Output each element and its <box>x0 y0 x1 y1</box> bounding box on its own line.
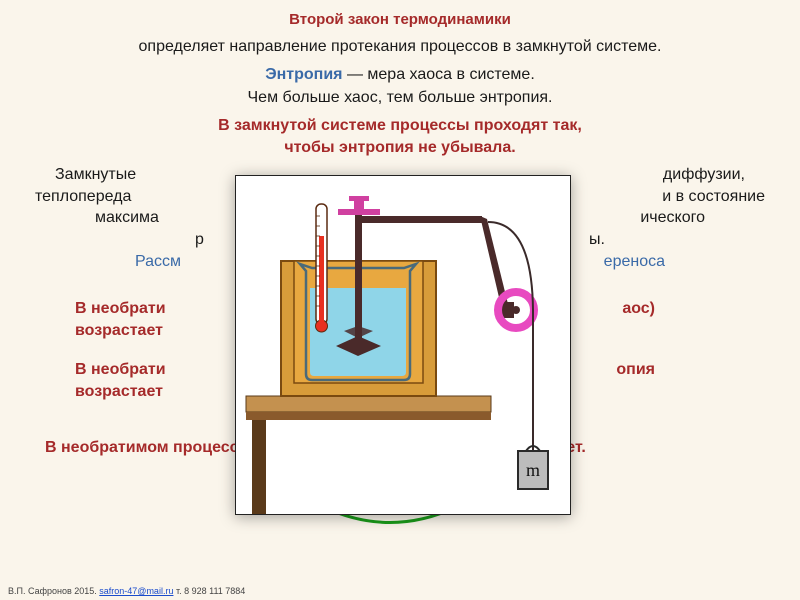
r2l1b: аос) <box>622 298 655 320</box>
subtitle: определяет направление протекания процес… <box>15 36 785 58</box>
chaos-line: Чем больше хаос, тем больше энтропия. <box>15 87 785 109</box>
p2l2b: и в состояние <box>662 186 765 208</box>
law-statement: В замкнутой системе процессы проходят та… <box>15 115 785 158</box>
footer-phone: т. 8 928 111 7884 <box>173 586 245 596</box>
joule-apparatus-diagram: m <box>236 176 570 514</box>
svg-text:m: m <box>526 460 540 480</box>
blue-a: Рассм <box>135 251 181 273</box>
blue-b: ереноса <box>604 251 665 273</box>
footer: В.П. Сафронов 2015. safron-47@mail.ru т.… <box>8 586 245 596</box>
entropy-def: — мера хаоса в системе. <box>343 66 535 83</box>
r3l1b: опия <box>616 359 655 381</box>
p2l4b: ы. <box>589 229 605 251</box>
law-l2: чтобы энтропия не убывала. <box>284 139 515 156</box>
p2l1b: диффузии, <box>663 164 745 186</box>
footer-mail: safron-47@mail.ru <box>99 586 173 596</box>
law-l1: В замкнутой системе процессы проходят та… <box>218 117 582 134</box>
p2l1a: Замкнутые <box>55 164 136 186</box>
page-title: Второй закон термодинамики <box>15 10 785 30</box>
p2l3a: максима <box>95 207 159 229</box>
entropy-term: Энтропия <box>265 66 342 83</box>
footer-author: В.П. Сафронов 2015. <box>8 586 99 596</box>
p2l4a: р <box>195 229 204 251</box>
entropy-line: Энтропия — мера хаоса в системе. <box>15 64 785 86</box>
p2l3b: ического <box>640 207 705 229</box>
r2l2: возрастает <box>75 322 163 339</box>
r3l1a: В необрати <box>75 359 166 381</box>
diagram-overlay: m <box>235 175 571 515</box>
r3l2: возрастает <box>75 383 163 400</box>
r2l1a: В необрати <box>75 298 166 320</box>
p2l2a: теплопереда <box>35 186 131 208</box>
